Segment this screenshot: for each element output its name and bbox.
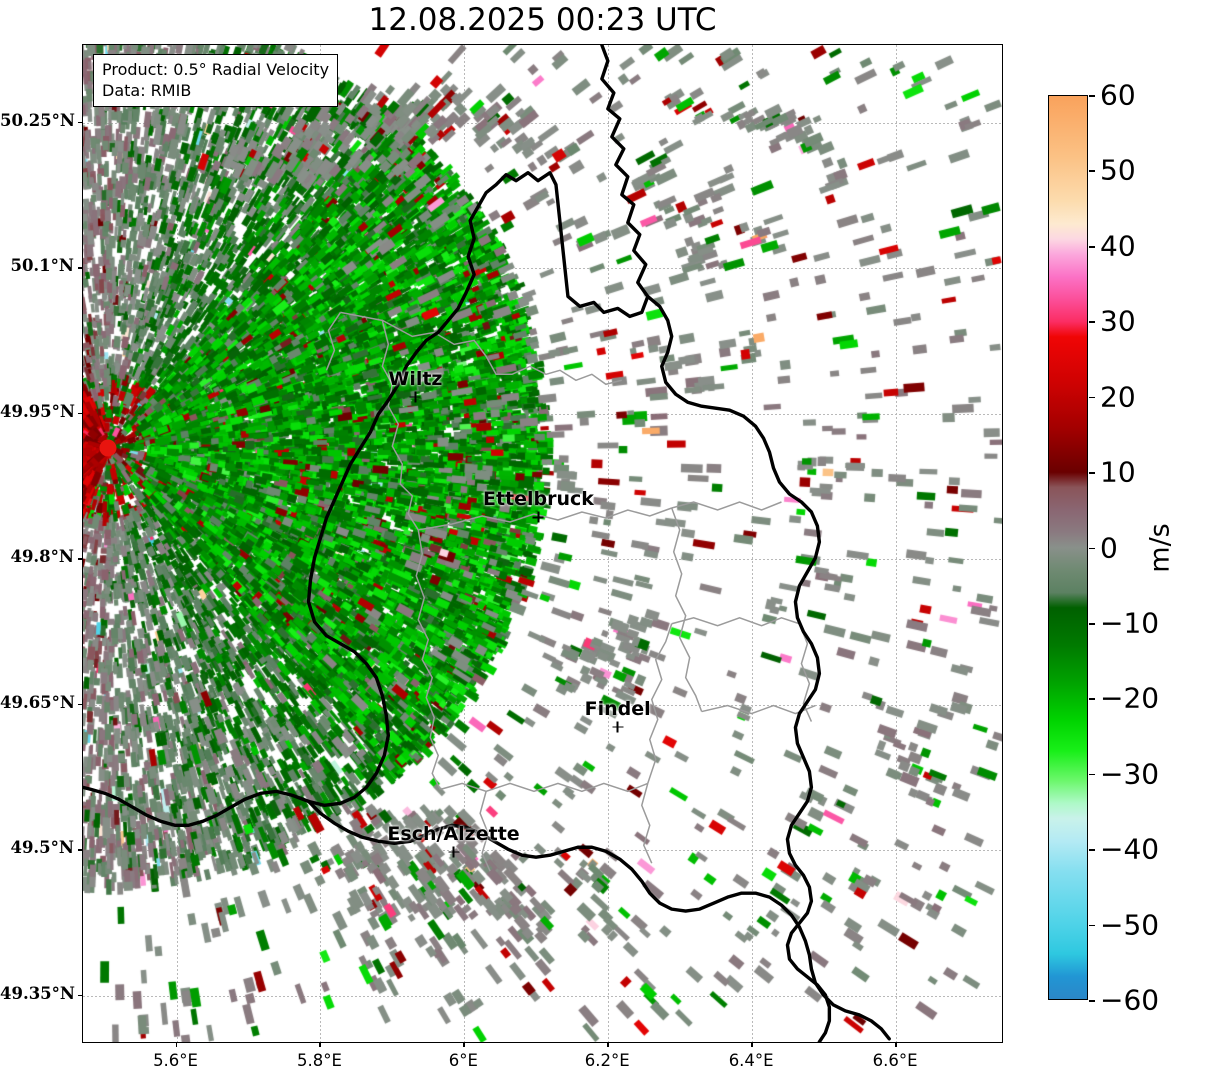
x-tickmark (319, 1043, 322, 1047)
colorbar-tickmark (1089, 622, 1095, 625)
radar-site-marker (99, 439, 117, 457)
colorbar-tick-label: 60 (1100, 78, 1136, 112)
x-tickmark (463, 1043, 465, 1047)
colorbar-tickmark (1089, 396, 1095, 399)
info-box: Product: 0.5° Radial Velocity Data: RMIB (93, 54, 339, 108)
y-axis-tick-label: 50.25°N (0, 110, 75, 130)
city-label: Wiltz (388, 368, 443, 391)
colorbar-tickmark (1089, 547, 1095, 550)
colorbar-tickmark (1089, 698, 1095, 701)
x-axis-tick-label: 6.2°E (584, 1051, 630, 1070)
y-axis-tick-label: 50.1°N (10, 256, 74, 276)
x-tickmark (895, 1043, 897, 1047)
y-tickmark (78, 267, 82, 269)
x-axis-tick-label: 6°E (448, 1051, 478, 1070)
colorbar-tickmark (1089, 924, 1095, 927)
city-label: Findel (584, 697, 651, 720)
colorbar-tickmark (1089, 1000, 1095, 1002)
city-cross-marker-icon (532, 511, 544, 523)
national-borders (83, 45, 891, 1042)
city-label: Ettelbruck (482, 488, 594, 511)
y-axis-tick-label: 49.95°N (0, 401, 75, 421)
colorbar-tickmark (1089, 245, 1095, 248)
colorbar-tick-label: −40 (1100, 832, 1160, 866)
y-tickmark (78, 703, 82, 706)
city-cross-marker-icon (448, 846, 460, 858)
colorbar-tick-label: −60 (1100, 983, 1160, 1017)
city-cross-marker-icon (409, 391, 421, 403)
colorbar-tickmark (1089, 95, 1095, 97)
colorbar-tick-label: 30 (1100, 304, 1136, 338)
colorbar-tick-label: −10 (1100, 606, 1160, 640)
y-axis-tick-label: 49.65°N (0, 692, 75, 712)
page-title: 12.08.2025 00:23 UTC (368, 2, 717, 38)
colorbar-tickmark (1089, 849, 1095, 851)
x-tickmark (607, 1043, 609, 1047)
info-data-line: Data: RMIB (102, 81, 192, 101)
x-axis-tick-label: 5.8°E (296, 1051, 342, 1070)
colorbar-unit-label: m/s (1144, 523, 1176, 573)
colorbar-tick-label: 40 (1100, 229, 1136, 263)
x-axis-tick-label: 6.6°E (872, 1051, 918, 1070)
map-canvas: Product: 0.5° Radial Velocity Data: RMIB… (83, 45, 1002, 1042)
y-tickmark (78, 558, 82, 560)
y-tickmark (78, 994, 82, 997)
y-tickmark (78, 412, 82, 415)
y-tickmark (78, 849, 82, 851)
x-axis-tick-label: 5.6°E (153, 1051, 198, 1070)
colorbar-tick-label: 50 (1100, 153, 1136, 187)
colorbar-gradient-frame (1048, 95, 1088, 1000)
y-axis-tick-label: 49.35°N (0, 983, 75, 1003)
boundaries-layer (83, 45, 891, 1042)
colorbar-tickmark (1089, 170, 1095, 173)
radar-echo-layer (83, 45, 1002, 1042)
y-axis-tick-label: 49.5°N (10, 838, 74, 858)
colorbar-tick-label: −30 (1100, 757, 1160, 791)
colorbar: 60 50 40 30 20 10 0 −10 −20 −30 −40 −50 −60 (1048, 79, 1159, 1017)
y-tickmark (78, 121, 82, 124)
colorbar-gradient (1049, 96, 1087, 999)
colorbar-tick-label: 10 (1100, 455, 1136, 489)
canton-boundaries (325, 311, 816, 872)
city-cross-marker-icon (612, 721, 624, 733)
info-product-line: Product: 0.5° Radial Velocity (102, 60, 330, 79)
city-label: Esch/Alzette (387, 822, 520, 845)
map-plot-area: Product: 0.5° Radial Velocity Data: RMIB… (82, 44, 1003, 1043)
x-tickmark (175, 1043, 178, 1047)
colorbar-tick-label: 0 (1100, 531, 1118, 564)
x-axis-tick-label: 6.4°E (728, 1051, 774, 1070)
x-tickmark (751, 1043, 753, 1047)
colorbar-tickmark (1089, 321, 1095, 323)
colorbar-tick-label: 20 (1100, 380, 1136, 414)
y-axis-tick-label: 49.8°N (10, 547, 74, 567)
colorbar-tickmark (1089, 773, 1095, 776)
colorbar-tick-label: −50 (1100, 908, 1160, 942)
colorbar-tickmark (1089, 472, 1095, 474)
colorbar-tick-label: −20 (1100, 681, 1160, 715)
